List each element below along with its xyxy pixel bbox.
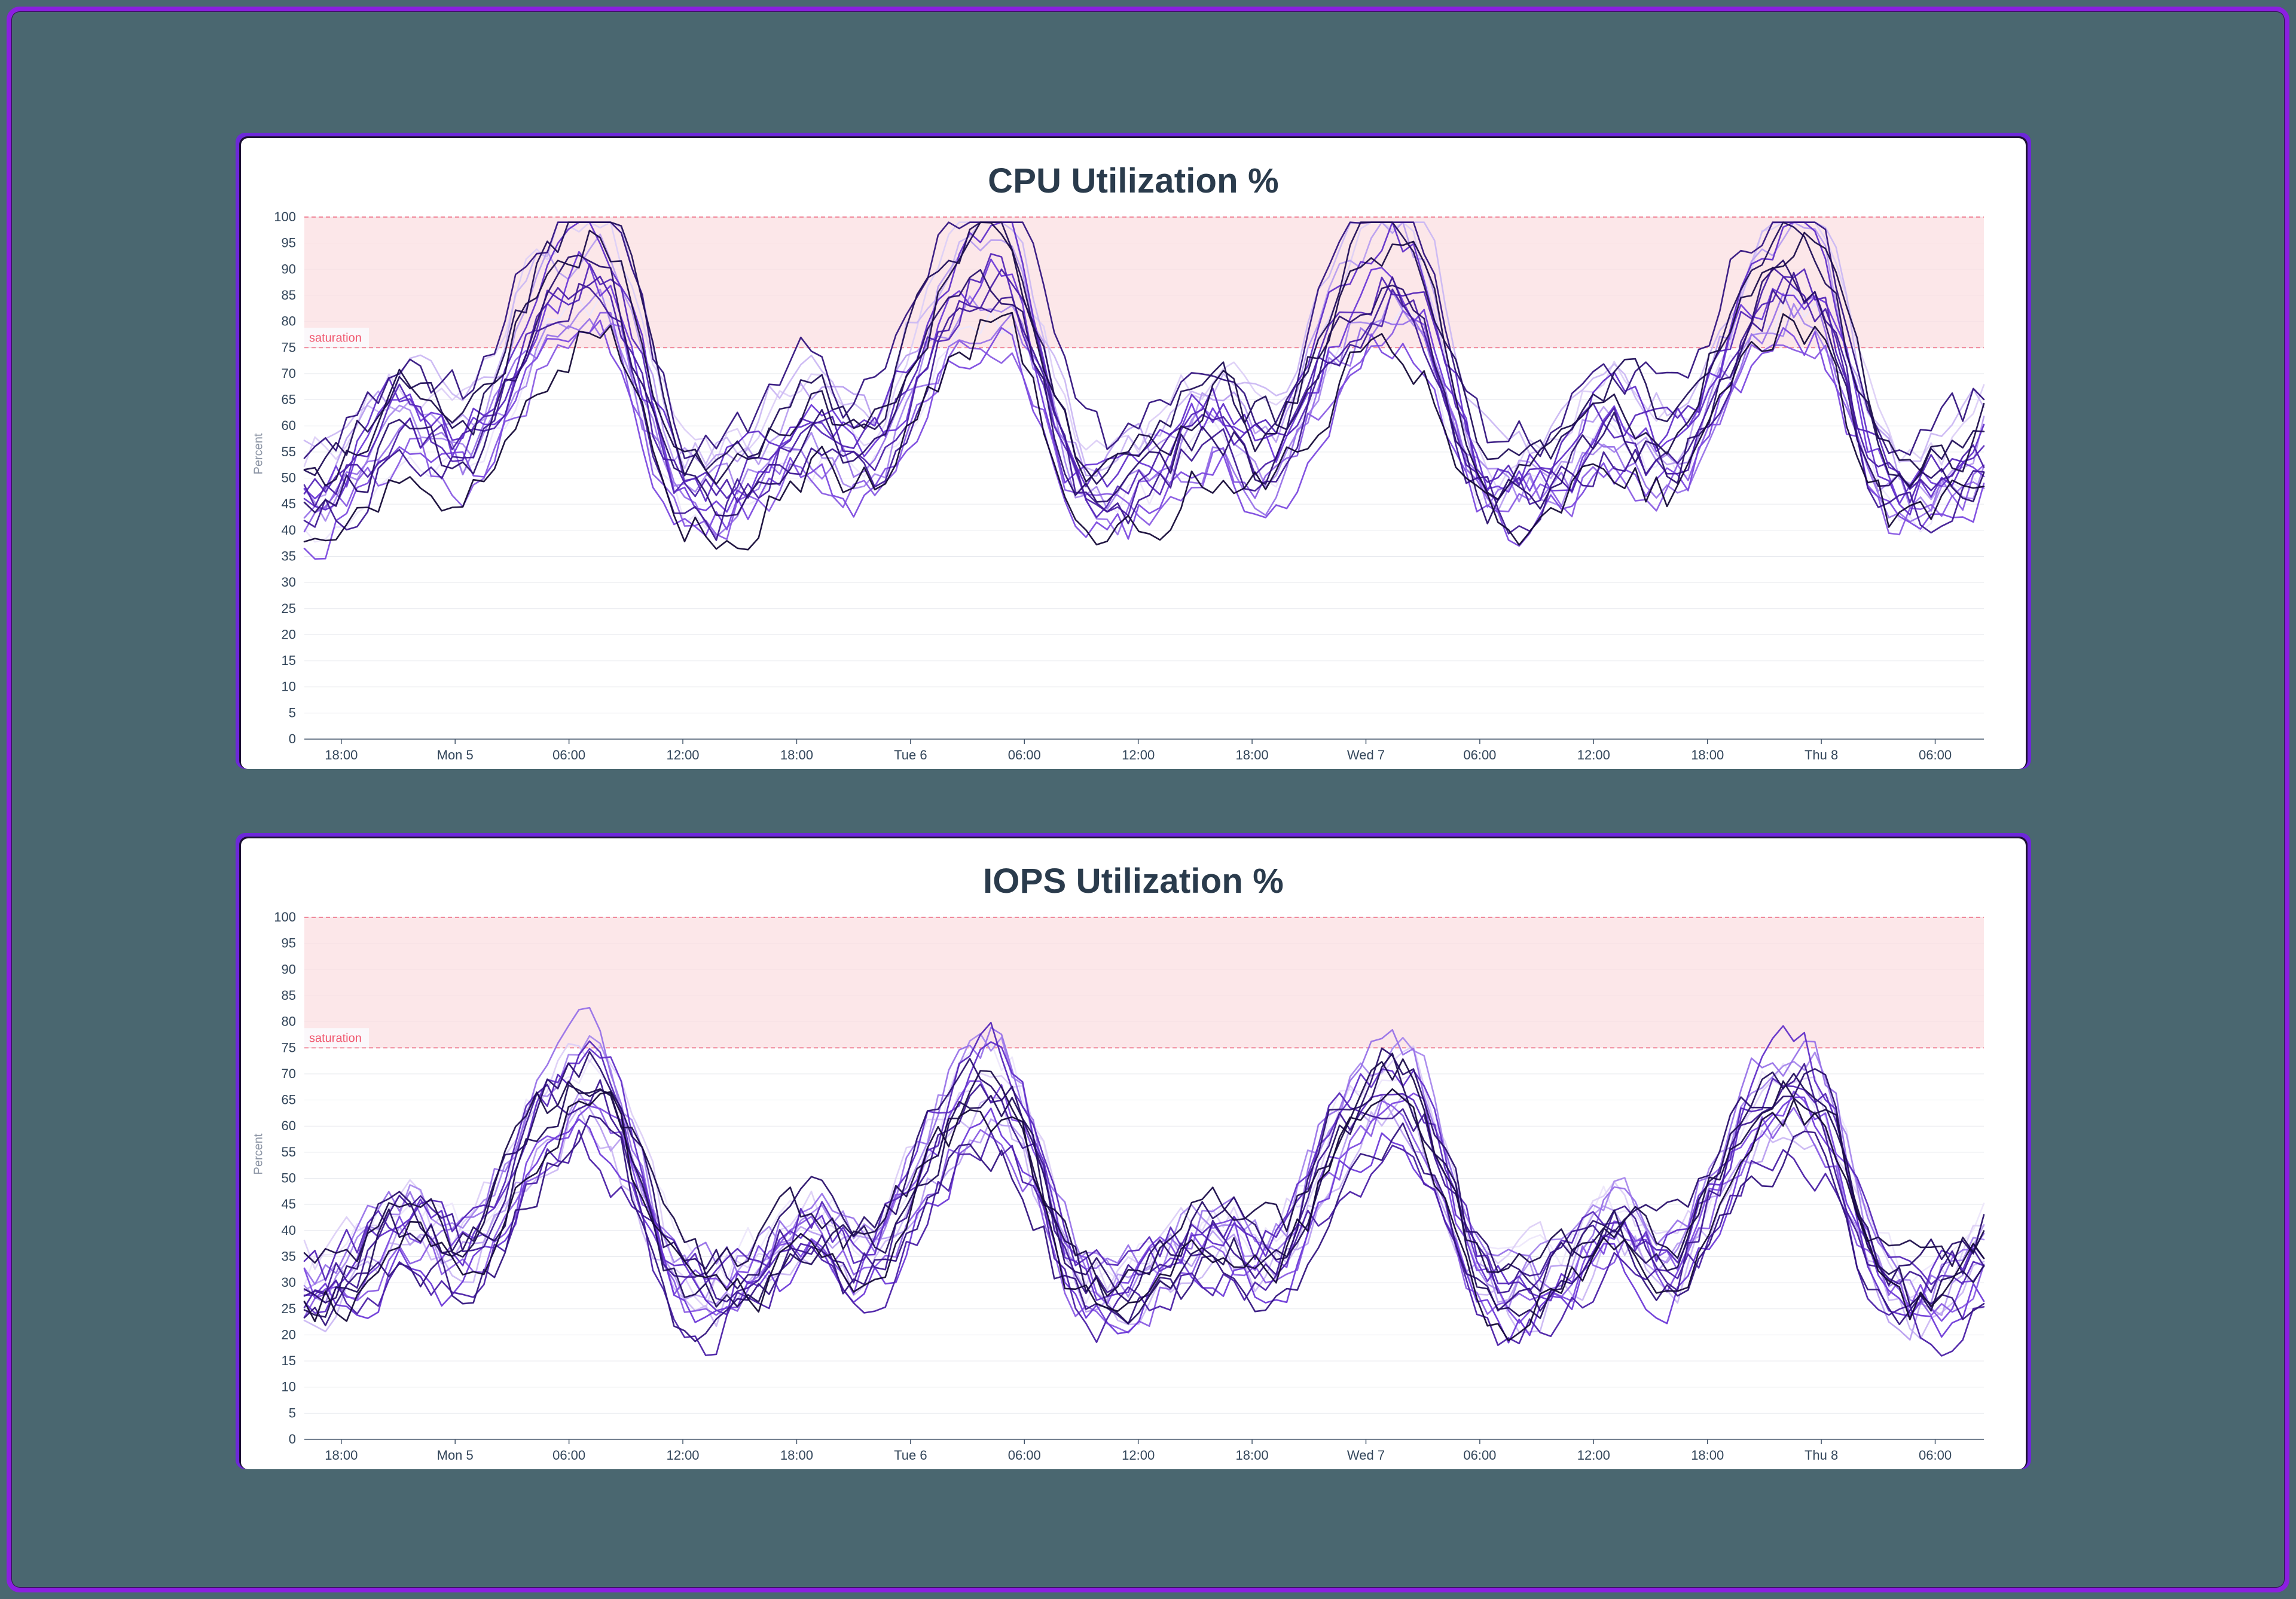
svg-text:Tue 6: Tue 6 [894,747,927,762]
svg-text:18:00: 18:00 [780,1448,813,1463]
svg-text:70: 70 [282,1066,296,1081]
svg-text:18:00: 18:00 [1236,747,1269,762]
svg-text:45: 45 [282,1197,296,1212]
svg-text:50: 50 [282,471,296,486]
svg-text:Mon 5: Mon 5 [437,747,474,762]
svg-text:70: 70 [282,366,296,381]
svg-text:Thu 8: Thu 8 [1805,747,1838,762]
svg-text:20: 20 [282,627,296,642]
svg-text:15: 15 [282,653,296,668]
svg-text:06:00: 06:00 [1008,1448,1041,1463]
svg-text:55: 55 [282,444,296,459]
svg-text:40: 40 [282,1223,296,1238]
svg-text:0: 0 [289,731,296,746]
svg-text:5: 5 [289,1405,296,1420]
svg-text:06:00: 06:00 [1008,747,1041,762]
svg-text:06:00: 06:00 [1919,747,1952,762]
svg-text:06:00: 06:00 [552,1448,585,1463]
svg-text:18:00: 18:00 [1691,747,1724,762]
svg-text:60: 60 [282,418,296,433]
svg-text:95: 95 [282,236,296,251]
svg-text:Tue 6: Tue 6 [894,1448,927,1463]
svg-text:75: 75 [282,1040,296,1055]
svg-text:90: 90 [282,261,296,276]
svg-text:12:00: 12:00 [1122,1448,1155,1463]
svg-text:10: 10 [282,1380,296,1394]
svg-text:Wed 7: Wed 7 [1347,747,1385,762]
svg-text:18:00: 18:00 [1236,1448,1269,1463]
svg-text:10: 10 [282,679,296,694]
svg-text:30: 30 [282,575,296,590]
svg-text:Mon 5: Mon 5 [437,1448,474,1463]
svg-text:06:00: 06:00 [1463,1448,1496,1463]
svg-text:saturation: saturation [309,1032,362,1045]
svg-text:95: 95 [282,936,296,951]
svg-text:90: 90 [282,962,296,977]
svg-text:12:00: 12:00 [1577,1448,1610,1463]
svg-text:35: 35 [282,1249,296,1264]
svg-text:80: 80 [282,1014,296,1029]
svg-text:18:00: 18:00 [325,1448,358,1463]
svg-text:15: 15 [282,1353,296,1368]
svg-text:65: 65 [282,1093,296,1107]
svg-text:06:00: 06:00 [1919,1448,1952,1463]
svg-text:12:00: 12:00 [666,1448,699,1463]
svg-text:85: 85 [282,288,296,303]
svg-text:12:00: 12:00 [1577,747,1610,762]
svg-text:Thu 8: Thu 8 [1805,1448,1838,1463]
svg-text:75: 75 [282,340,296,355]
svg-text:50: 50 [282,1171,296,1186]
svg-text:06:00: 06:00 [552,747,585,762]
svg-text:06:00: 06:00 [1463,747,1496,762]
svg-text:100: 100 [274,209,296,224]
svg-text:45: 45 [282,496,296,511]
svg-text:65: 65 [282,392,296,407]
svg-text:0: 0 [289,1432,296,1447]
svg-text:12:00: 12:00 [666,747,699,762]
svg-text:saturation: saturation [309,331,362,344]
svg-text:5: 5 [289,705,296,720]
svg-text:55: 55 [282,1145,296,1159]
svg-text:35: 35 [282,548,296,563]
svg-text:18:00: 18:00 [780,747,813,762]
svg-text:25: 25 [282,1301,296,1316]
svg-text:80: 80 [282,314,296,329]
svg-text:20: 20 [282,1327,296,1342]
svg-text:30: 30 [282,1275,296,1290]
svg-text:18:00: 18:00 [1691,1448,1724,1463]
svg-text:Wed 7: Wed 7 [1347,1448,1385,1463]
svg-text:40: 40 [282,523,296,538]
svg-text:85: 85 [282,988,296,1003]
svg-text:12:00: 12:00 [1122,747,1155,762]
svg-text:18:00: 18:00 [325,747,358,762]
svg-text:25: 25 [282,601,296,616]
svg-text:60: 60 [282,1118,296,1133]
svg-text:100: 100 [274,910,296,924]
